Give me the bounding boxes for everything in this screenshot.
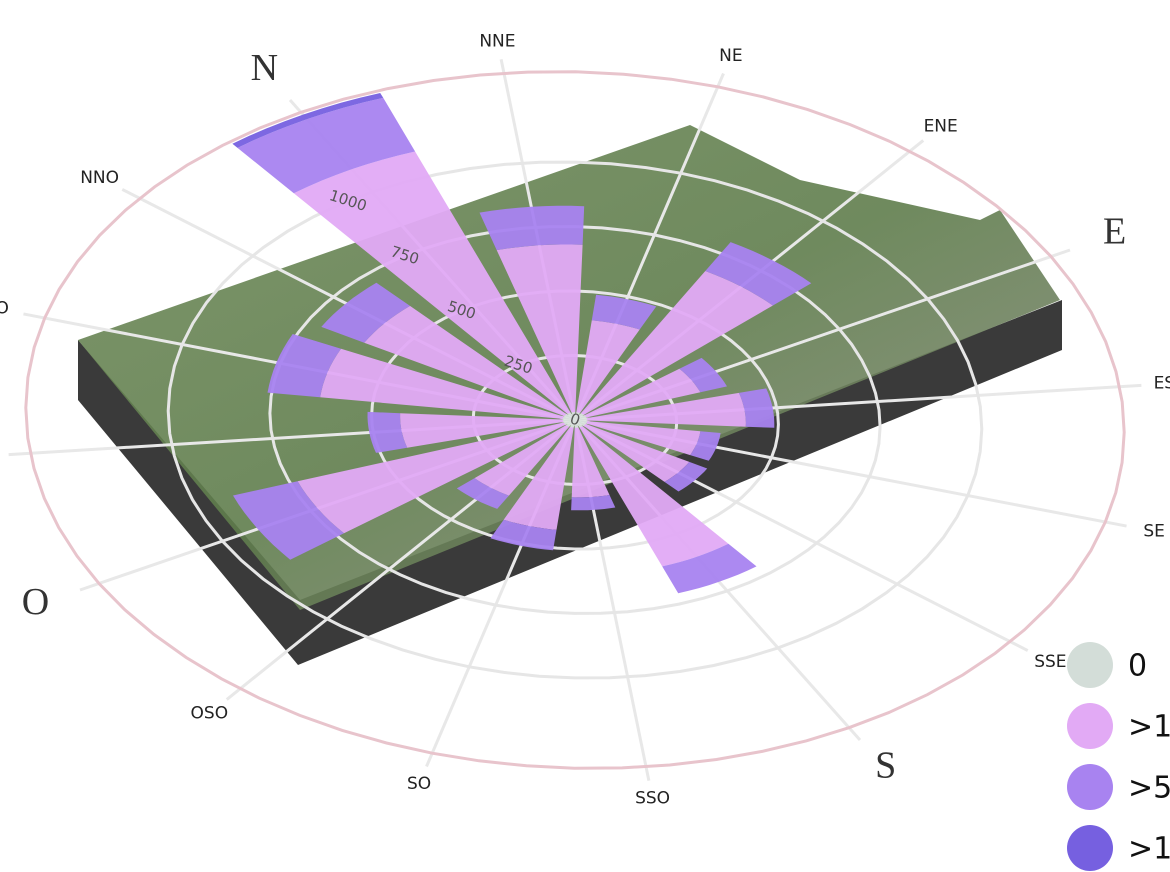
bar-segment	[570, 420, 575, 428]
bar-segment	[575, 418, 588, 421]
bar-segment	[562, 419, 575, 422]
outer-ring	[24, 70, 1126, 770]
bar-segment	[579, 426, 729, 567]
bar-segment	[490, 519, 557, 551]
bar-segment	[400, 413, 564, 448]
bar-segment	[586, 421, 701, 456]
bar-segment	[591, 294, 657, 330]
legend-label: 0	[1128, 649, 1147, 684]
bar-segment	[503, 427, 574, 530]
legend-swatch	[1067, 764, 1113, 810]
bar-segment	[571, 427, 610, 498]
direction-label: SSE	[1034, 652, 1066, 672]
direction-label: OSO	[191, 703, 229, 723]
bar-segment	[479, 205, 585, 251]
bar-segment	[662, 543, 757, 594]
bar-segment	[563, 420, 575, 425]
direction-label: N	[251, 47, 278, 89]
bar-segment	[293, 151, 571, 414]
direction-label: O	[22, 581, 49, 623]
bar-segment	[321, 282, 410, 343]
legend-swatch	[1067, 642, 1113, 688]
direction-label: ENE	[924, 117, 958, 137]
direction-label: ESE	[1154, 374, 1170, 394]
bars	[232, 93, 812, 594]
bar-segment	[576, 320, 640, 413]
direction-label: NNE	[479, 31, 515, 51]
bar-segment	[586, 392, 746, 427]
direction-label: S	[875, 745, 896, 787]
bar-segment	[474, 425, 570, 496]
bar-segment	[232, 93, 384, 148]
bar-segment	[575, 412, 580, 420]
bar-segment	[496, 244, 583, 413]
bar-segment	[367, 411, 408, 453]
bar-segment	[562, 416, 575, 420]
bar-segment	[567, 412, 575, 420]
direction-label: NE	[719, 46, 742, 66]
bar-segment	[320, 348, 564, 419]
bar-segment	[575, 420, 583, 428]
direction-label: SE	[1143, 521, 1165, 541]
bar-segment	[575, 415, 587, 420]
grid-ring	[166, 160, 984, 680]
bar-segment	[575, 420, 586, 426]
direction-label: NO	[0, 299, 9, 319]
bar-segment	[664, 461, 708, 492]
direction-label: SSO	[635, 789, 670, 809]
legend-swatch	[1067, 703, 1113, 749]
legend-label: >5	[1128, 771, 1170, 806]
bar-segment	[679, 357, 727, 393]
legend-label: >1	[1128, 710, 1170, 745]
bar-segment	[583, 423, 690, 482]
direction-label: E	[1103, 210, 1126, 252]
bar-segment	[566, 420, 575, 427]
legend: 0 >1 >5 >12	[1067, 642, 1170, 871]
bar-segment	[571, 495, 616, 511]
bar-segment	[584, 368, 701, 418]
bar-segment	[267, 334, 341, 398]
bar-segment	[705, 242, 812, 306]
bar-segment	[456, 478, 509, 509]
bar-segment	[364, 305, 567, 417]
legend-swatch	[1067, 825, 1113, 871]
direction-label: NNO	[80, 168, 119, 188]
bar-segment	[575, 413, 584, 420]
bar-segment	[738, 388, 775, 428]
bar-segment	[571, 412, 576, 420]
bar-segment	[233, 481, 344, 560]
legend-label: >12	[1128, 832, 1170, 867]
bar-segment	[575, 420, 588, 424]
bar-segment	[574, 420, 579, 428]
bar-segment	[237, 97, 416, 194]
bar-segment	[580, 271, 773, 415]
bar-segment	[690, 431, 721, 461]
direction-label: SO	[407, 774, 431, 794]
bar-segment	[564, 414, 575, 420]
bar-segment	[297, 422, 566, 534]
